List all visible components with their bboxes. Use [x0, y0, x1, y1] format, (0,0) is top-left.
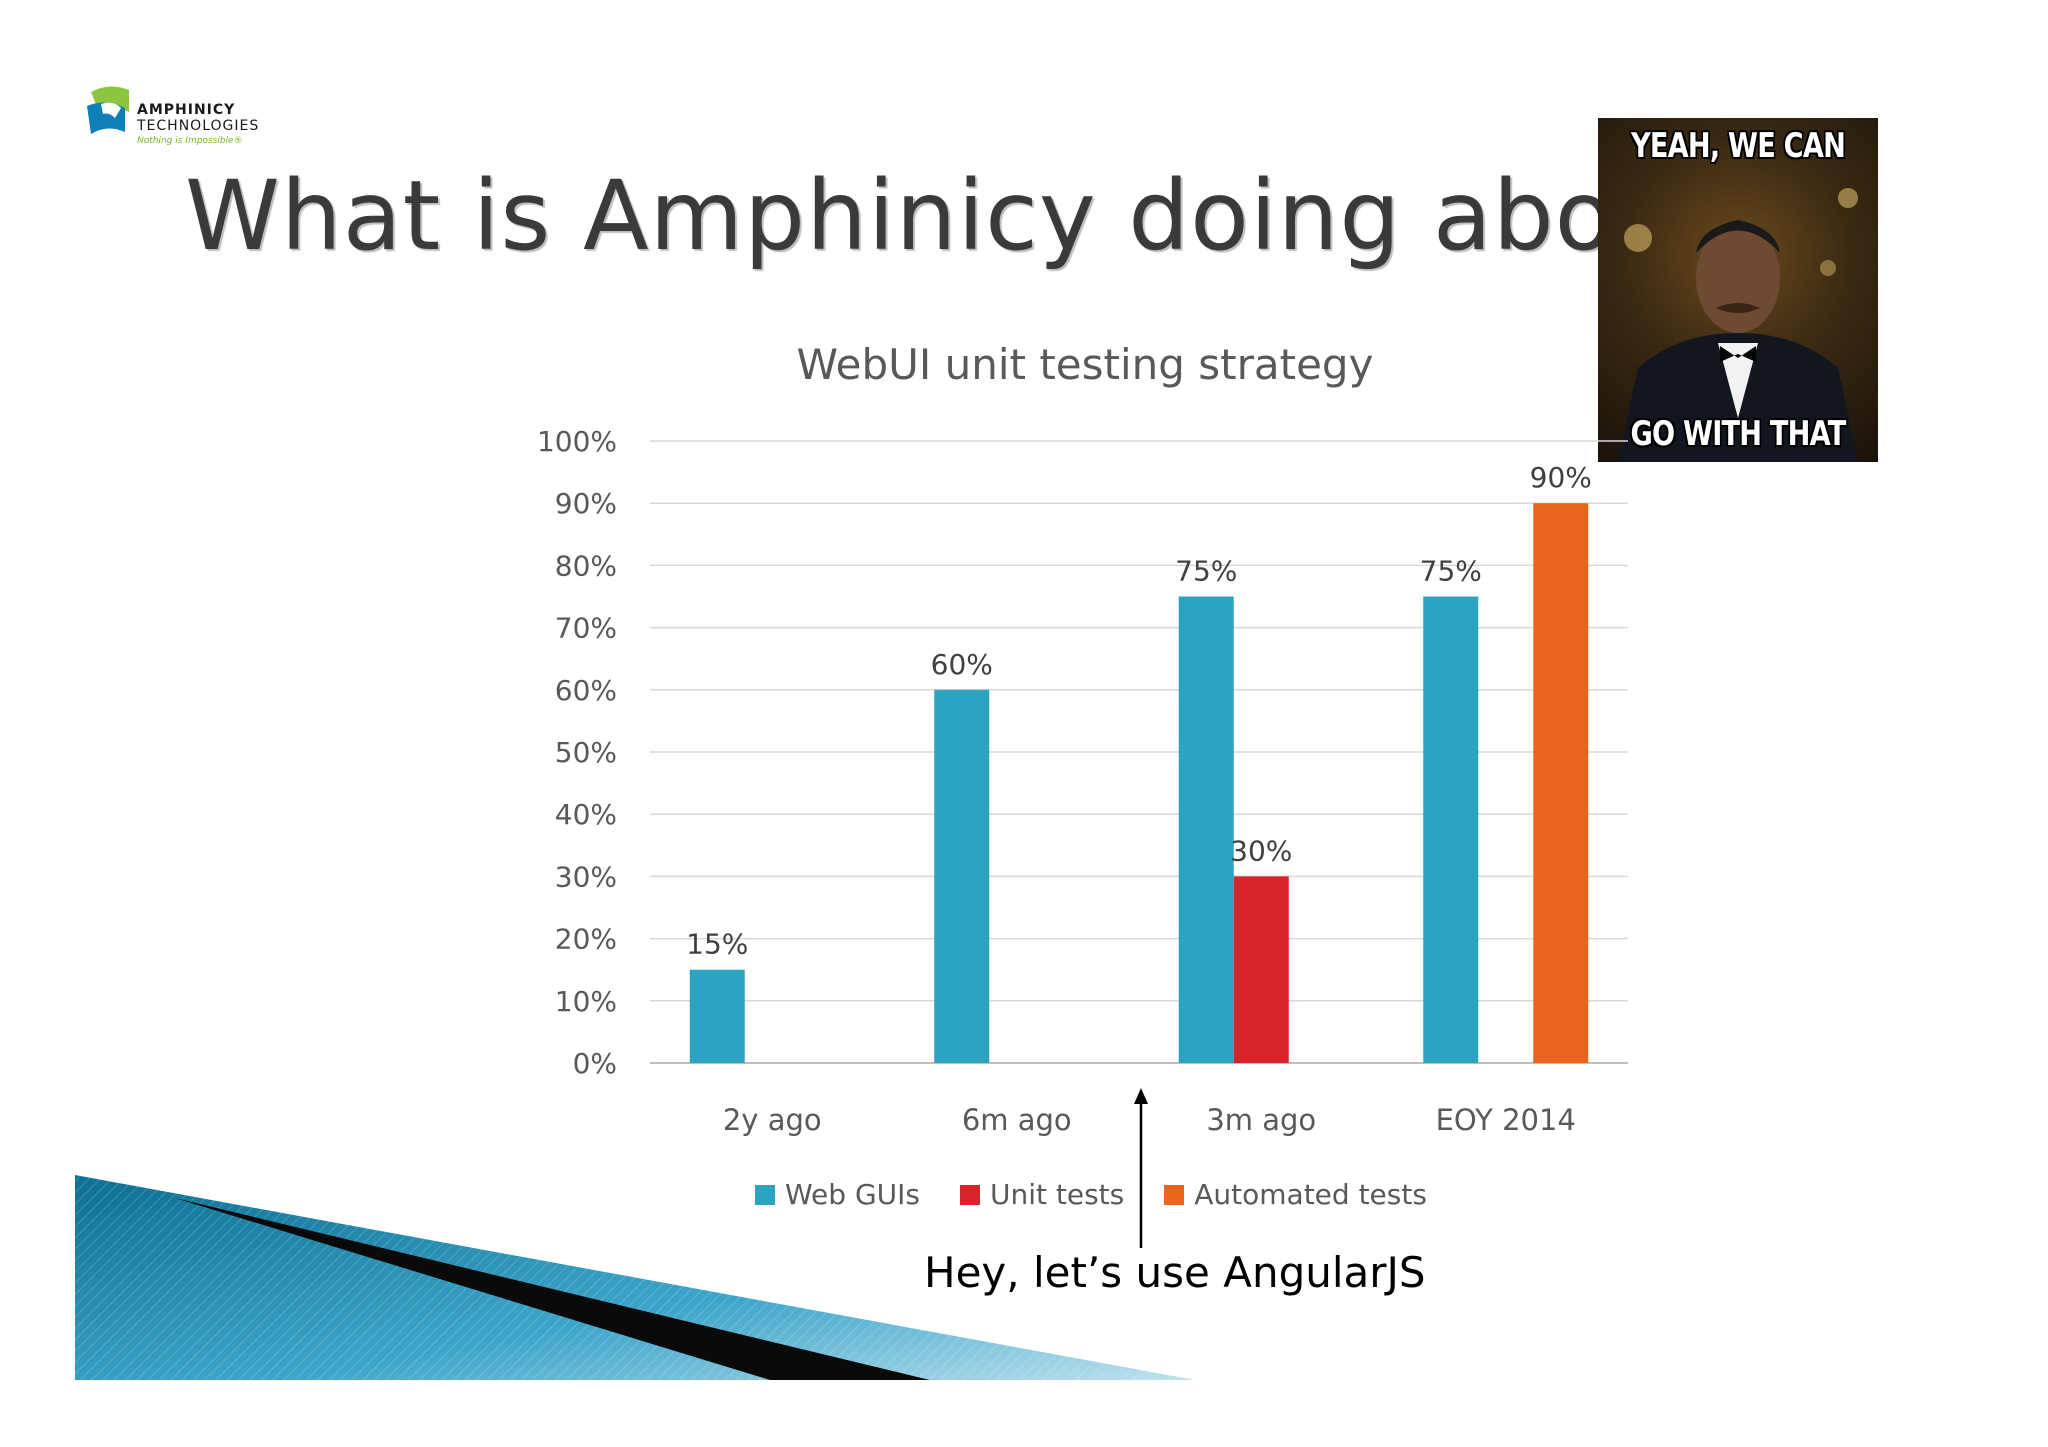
y-tick-label: 30% [555, 860, 617, 893]
y-tick-label: 20% [555, 923, 617, 956]
x-tick-label: 6m ago [962, 1103, 1072, 1137]
annotation-arrow-head [1134, 1088, 1148, 1104]
y-tick-label: 90% [555, 487, 617, 520]
legend-swatch-automated-tests [1164, 1184, 1185, 1205]
data-label: 90% [1530, 461, 1592, 494]
annotation-text: Hey, let’s use AngularJS [924, 1248, 1426, 1297]
meme-image: YEAH, WE CAN GO WITH THAT [1598, 118, 1878, 462]
x-tick-label: 2y ago [723, 1103, 822, 1137]
legend-swatch-web-guis [755, 1184, 775, 1205]
logo-name: AMPHINICY [137, 102, 236, 118]
data-label: 75% [1420, 555, 1482, 588]
y-tick-label: 0% [573, 1047, 617, 1080]
y-tick-label: 10% [555, 985, 617, 1018]
meme-top-text: YEAH, WE CAN [1630, 126, 1846, 166]
data-label: 60% [931, 648, 993, 681]
bar [934, 689, 990, 1063]
legend-item-unit-tests: Unit tests [959, 1178, 1125, 1211]
data-label: 15% [686, 928, 748, 961]
y-tick-label: 40% [555, 798, 617, 831]
bar [1533, 503, 1589, 1063]
page-title-container: What is Amphinicy doing abo [0, 140, 1598, 290]
decorative-wedge-hatch [75, 1175, 1195, 1380]
legend-label-unit-tests: Unit tests [989, 1178, 1125, 1211]
logo-subname: TECHNOLOGIES [137, 118, 260, 134]
legend-label-automated-tests: Automated tests [1194, 1178, 1427, 1211]
meme-bottom-text: GO WITH THAT [1630, 414, 1846, 454]
data-label: 30% [1230, 834, 1292, 867]
logo-tagline: Nothing is Impossible® [137, 136, 243, 146]
data-label: 75% [1175, 555, 1237, 588]
legend-label-web-guis: Web GUIs [785, 1178, 920, 1211]
bar [1233, 876, 1289, 1063]
chart-legend: Web GUIs Unit tests Automated tests [755, 1178, 1427, 1211]
chart-title: WebUI unit testing strategy [796, 340, 1374, 389]
y-tick-label: 60% [555, 674, 617, 707]
legend-item-automated-tests: Automated tests [1164, 1178, 1427, 1211]
bar [689, 969, 745, 1063]
y-tick-label: 80% [555, 549, 617, 582]
y-tick-label: 70% [555, 612, 617, 645]
y-tick-label: 50% [555, 736, 617, 769]
company-logo: AMPHINICY TECHNOLOGIES Nothing is Imposs… [85, 82, 265, 154]
decorative-wedge-shadow [175, 1198, 930, 1380]
x-tick-label: 3m ago [1206, 1103, 1316, 1137]
bar [1178, 596, 1234, 1063]
meme-person-illustration [1618, 188, 1858, 462]
page-title: What is Amphinicy doing abo [185, 160, 1598, 272]
legend-swatch-unit-tests [959, 1184, 980, 1205]
legend-item-web-guis: Web GUIs [755, 1178, 920, 1211]
bar [1423, 596, 1479, 1063]
x-tick-label: EOY 2014 [1436, 1103, 1576, 1137]
y-tick-label: 100% [537, 425, 617, 458]
amphinicy-logo-icon [87, 86, 129, 134]
